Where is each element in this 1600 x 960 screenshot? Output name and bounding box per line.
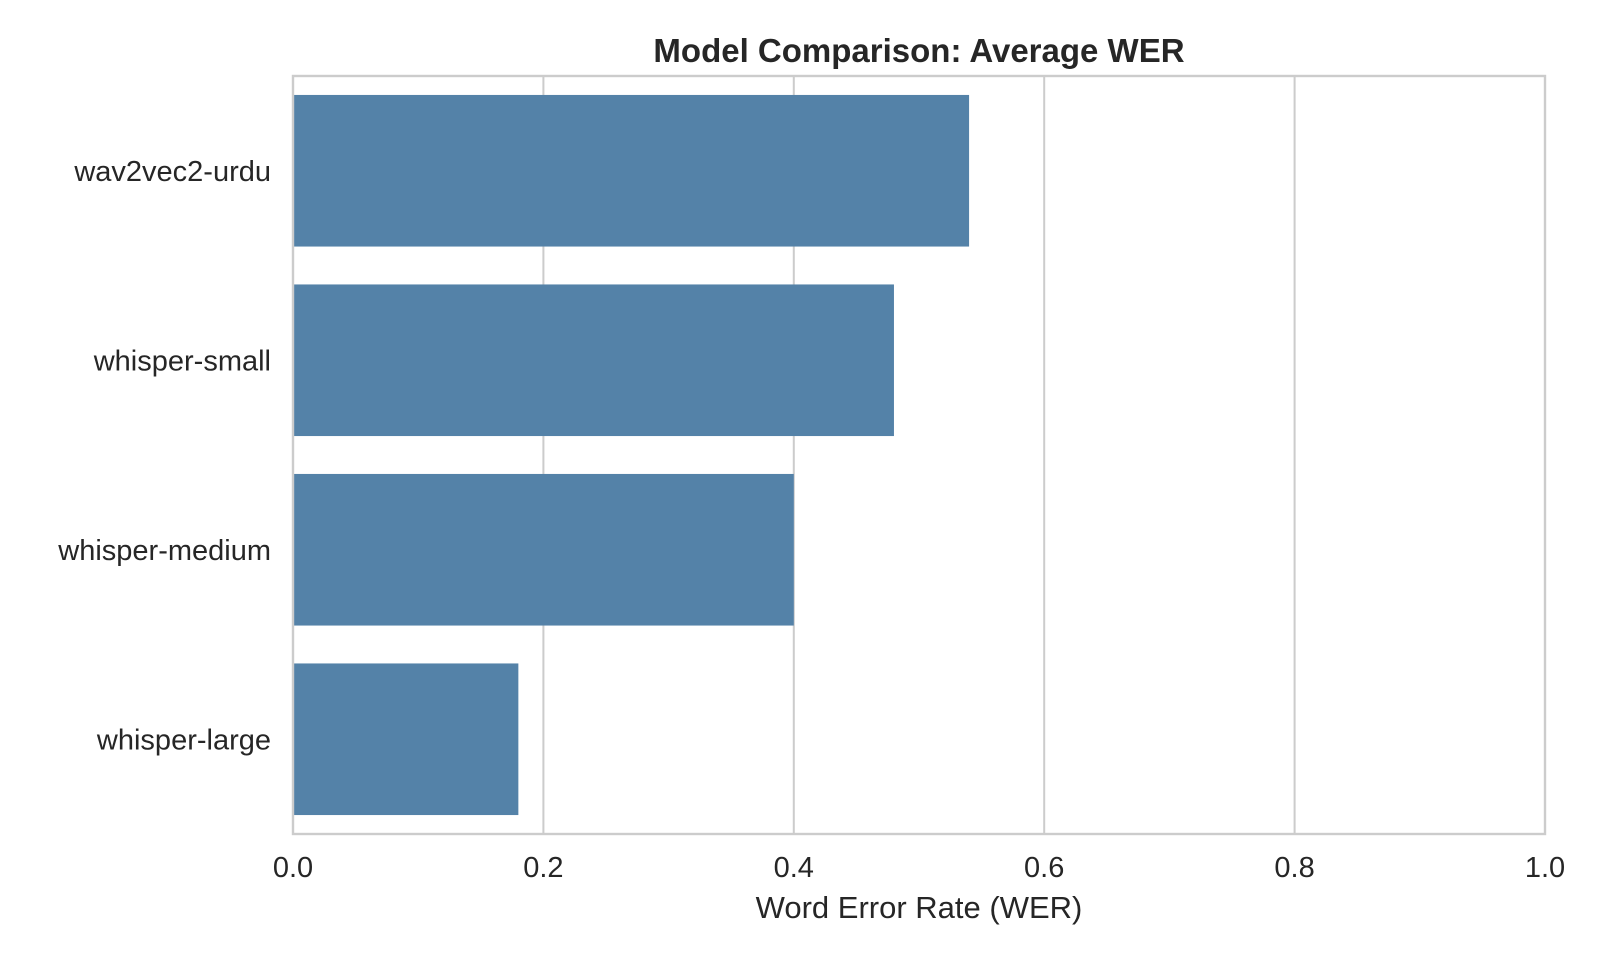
bar-whisper-large [293,663,519,816]
plot-area-frame [291,74,1547,836]
chart-title: Model Comparison: Average WER [653,32,1184,69]
y-tick-label: wav2vec2-urdu [73,156,271,188]
x-axis-ticks: 0.0 0.2 0.4 0.6 0.8 1.0 [273,852,1565,884]
bar-wav2vec2-urdu [293,94,970,247]
x-tick-label: 0.0 [273,852,313,884]
bar-whisper-medium [293,473,794,626]
x-tick-label: 0.8 [1274,852,1314,884]
x-tick-label: 0.4 [774,852,814,884]
bars [293,94,970,816]
y-axis-ticks: wav2vec2-urdu whisper-small whisper-medium… [57,156,271,757]
bar-whisper-small [293,284,894,437]
y-tick-label: whisper-large [96,724,271,756]
y-tick-label: whisper-small [93,345,271,377]
x-tick-label: 1.0 [1525,852,1565,884]
y-tick-label: whisper-medium [57,535,271,567]
x-axis-label: Word Error Rate (WER) [756,890,1083,925]
x-tick-label: 0.2 [523,852,563,884]
x-tick-label: 0.6 [1024,852,1064,884]
